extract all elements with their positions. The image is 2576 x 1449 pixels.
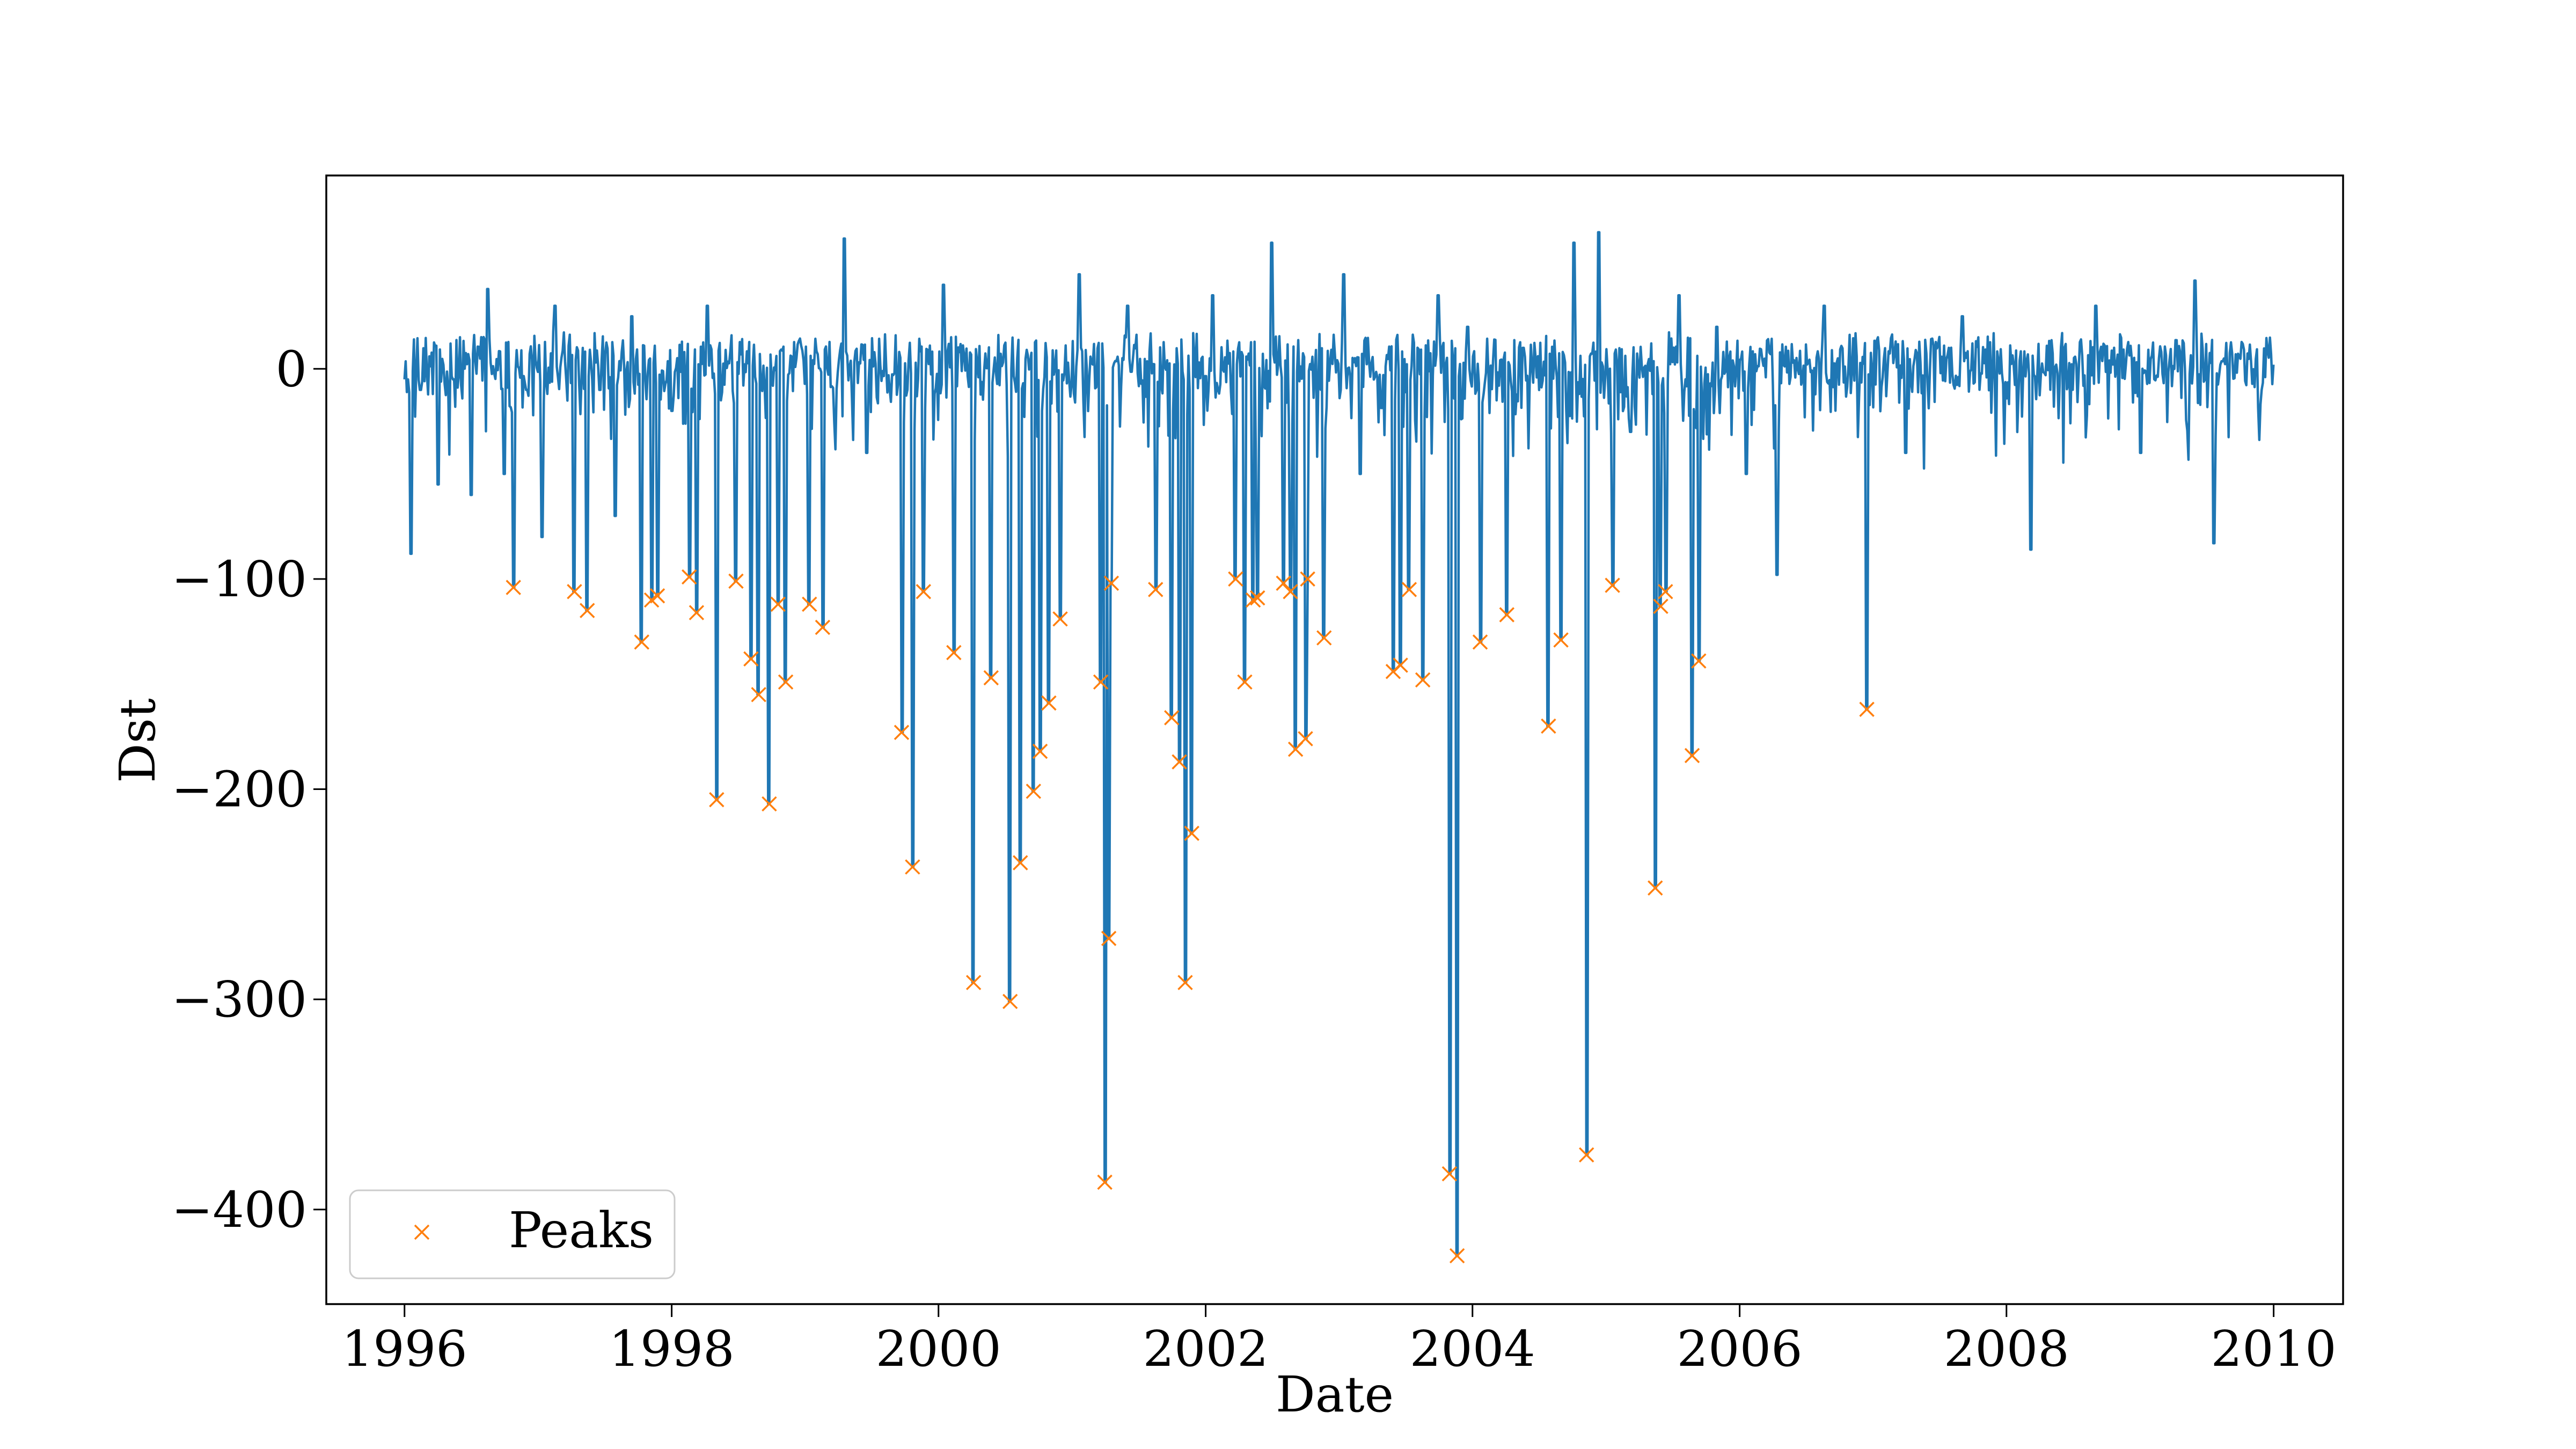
peak-marker-12 — [762, 796, 777, 812]
peak-marker-1 — [567, 584, 582, 599]
peak-marker-28 — [1052, 611, 1068, 627]
peak-marker-22 — [983, 670, 999, 686]
peak-marker-3 — [634, 634, 649, 650]
peak-marker-50 — [1401, 582, 1417, 597]
peak-marker-46 — [1300, 571, 1315, 587]
peak-marker-26 — [1032, 743, 1048, 759]
legend-x-marker — [414, 1224, 430, 1240]
x-tick-label-2010: 2010 — [2211, 1320, 2337, 1378]
peak-marker-42 — [1276, 575, 1291, 591]
peak-marker-61 — [1653, 598, 1668, 614]
x-tick-label-2004: 2004 — [1410, 1320, 1535, 1378]
peak-marker-19 — [916, 584, 932, 599]
peak-marker-63 — [1684, 748, 1700, 764]
peak-marker-40 — [1245, 592, 1261, 608]
peak-marker-6 — [682, 569, 697, 585]
peak-marker-39 — [1237, 674, 1253, 690]
peak-marker-0 — [506, 580, 521, 595]
peak-marker-2 — [580, 603, 595, 618]
peak-marker-38 — [1228, 571, 1243, 587]
peak-marker-7 — [689, 605, 705, 620]
peak-marker-57 — [1553, 632, 1569, 648]
peak-marker-25 — [1026, 784, 1042, 799]
peak-marker-60 — [1648, 880, 1663, 896]
peak-marker-62 — [1658, 584, 1673, 599]
peak-marker-64 — [1691, 653, 1707, 669]
x-tick-label-2008: 2008 — [1944, 1320, 2069, 1378]
peak-marker-59 — [1605, 577, 1620, 593]
peak-marker-30 — [1097, 1174, 1113, 1190]
peak-marker-41 — [1250, 590, 1265, 606]
peak-marker-47 — [1316, 630, 1332, 646]
peak-marker-9 — [728, 573, 744, 589]
x-tick-label-2000: 2000 — [876, 1320, 1001, 1378]
axes-frame — [325, 174, 2344, 1305]
peak-marker-51 — [1415, 672, 1431, 688]
peak-marker-33 — [1148, 582, 1163, 597]
peak-marker-52 — [1441, 1166, 1458, 1182]
peak-marker-45 — [1298, 731, 1313, 747]
x-axis-ticks: 1996 1998 2000 2002 2004 2006 2008 2010 — [342, 1304, 2337, 1378]
peak-marker-49 — [1393, 657, 1408, 673]
peak-marker-27 — [1041, 695, 1057, 711]
legend-label-peaks: Peaks — [509, 1202, 654, 1259]
legend-frame — [349, 1189, 676, 1279]
peak-marker-18 — [905, 859, 920, 875]
peak-marker-31 — [1101, 931, 1117, 946]
peak-marker-34 — [1164, 710, 1180, 726]
peak-marker-43 — [1283, 584, 1298, 599]
legend: Peaks — [349, 1189, 676, 1279]
peak-marker-35 — [1172, 754, 1187, 770]
peak-marker-15 — [802, 596, 817, 612]
x-tick-label-1996: 1996 — [342, 1320, 467, 1378]
x-tick-label-2002: 2002 — [1143, 1320, 1269, 1378]
peak-marker-16 — [815, 619, 831, 635]
peak-marker-24 — [1013, 855, 1028, 870]
peak-marker-55 — [1499, 607, 1515, 623]
x-tick-label-2006: 2006 — [1677, 1320, 1803, 1378]
peak-marker-65 — [1859, 701, 1875, 717]
peak-marker-36 — [1177, 975, 1193, 991]
x-tick-label-1998: 1998 — [609, 1320, 735, 1378]
peak-marker-20 — [946, 645, 962, 661]
peak-marker-29 — [1093, 674, 1109, 690]
peak-marker-54 — [1472, 634, 1488, 650]
y-tick-label-0: 0 — [275, 340, 307, 398]
x-axis-label: Date — [1276, 1366, 1394, 1423]
peak-marker-56 — [1541, 718, 1556, 734]
peak-marker-58 — [1579, 1147, 1594, 1163]
peak-marker-21 — [965, 975, 982, 991]
y-axis-label: Dst — [109, 698, 166, 783]
y-tick-label-1: −100 — [171, 551, 307, 608]
peak-marker-13 — [770, 596, 786, 612]
peak-marker-17 — [894, 724, 910, 741]
peak-marker-23 — [1002, 993, 1018, 1009]
peak-markers — [506, 569, 1875, 1264]
legend-marker-x-icon — [414, 1224, 430, 1240]
dst-series — [403, 231, 2275, 1257]
peak-marker-5 — [649, 588, 665, 604]
dst-line-series-0 — [403, 231, 2275, 1257]
peak-marker-53 — [1449, 1248, 1465, 1264]
y-tick-label-2: −200 — [171, 761, 307, 818]
peak-marker-32 — [1103, 575, 1119, 591]
peak-marker-14 — [778, 674, 794, 690]
y-axis-ticks: 0 −100 −200 −300 −400 — [171, 340, 326, 1239]
peak-marker-11 — [751, 687, 766, 702]
y-tick-label-4: −400 — [171, 1181, 307, 1239]
y-tick-label-3: −300 — [171, 971, 307, 1028]
peak-marker-37 — [1184, 825, 1199, 841]
peak-marker-8 — [709, 792, 724, 808]
peak-marker-10 — [743, 651, 759, 667]
